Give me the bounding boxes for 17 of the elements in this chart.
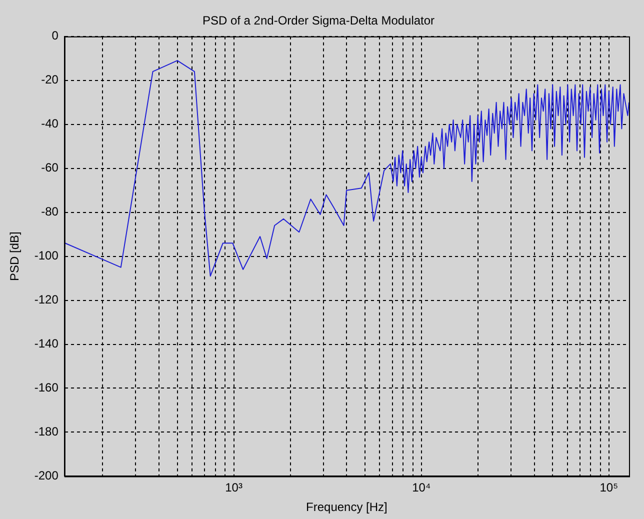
y-tick-label: -140: [34, 336, 59, 351]
y-tick-label: -100: [34, 248, 59, 263]
y-tick-label: -60: [41, 160, 59, 175]
x-tick-label: 10⁵: [600, 480, 618, 495]
y-tick-label: -200: [34, 468, 59, 483]
x-tick-label: 10³: [225, 480, 242, 495]
y-tick-label: -80: [41, 204, 59, 219]
y-tick-label: -20: [41, 72, 59, 87]
y-axis-title: PSD [dB]: [8, 232, 22, 281]
y-tick-label: -160: [34, 380, 59, 395]
x-tick-label: 10⁴: [412, 480, 431, 495]
y-tick-label: -40: [41, 116, 59, 131]
chart-title: PSD of a 2nd-Order Sigma-Delta Modulator: [202, 14, 435, 28]
y-tick-label: -180: [34, 424, 59, 439]
x-axis-title: Frequency [Hz]: [306, 500, 388, 514]
y-tick-label: 0: [52, 28, 59, 43]
y-tick-label: -120: [34, 292, 59, 307]
